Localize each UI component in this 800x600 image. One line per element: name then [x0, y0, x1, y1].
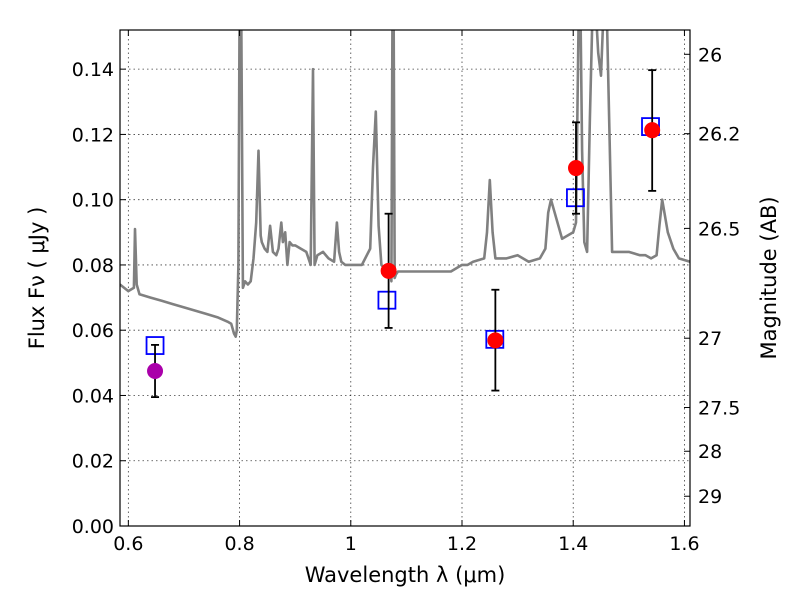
- x-tick-label: 1.4: [558, 533, 588, 555]
- x-tick-label: 0.6: [113, 533, 143, 555]
- right-tick-label: 26.5: [698, 218, 740, 240]
- y-tick-label: 0.00: [72, 516, 114, 538]
- y-tick-label: 0.06: [72, 320, 114, 342]
- right-tick-label: 28: [698, 441, 722, 463]
- observed-point: [380, 262, 397, 279]
- spectrum: [120, 30, 690, 339]
- spectrum-line: [120, 30, 690, 339]
- y-tick-label: 0.10: [72, 190, 114, 212]
- y-tick-label: 0.02: [72, 451, 114, 473]
- x-tick-label: 1.6: [669, 533, 699, 555]
- y-axis-title: Flux Fν ( μJy ): [25, 207, 49, 350]
- y-tick-label: 0.14: [72, 59, 114, 81]
- observed-point: [644, 122, 661, 139]
- right-tick-label: 26.2: [698, 124, 740, 146]
- model-square: [377, 290, 397, 310]
- right-tick-label: 26: [698, 44, 722, 66]
- right-axis-title: Magnitude (AB): [757, 196, 781, 359]
- plot-frame: [119, 29, 691, 527]
- x-tick-label: 0.8: [224, 533, 254, 555]
- y-tick-label: 0.12: [72, 124, 114, 146]
- grid: [120, 30, 690, 527]
- observed-point: [487, 332, 504, 349]
- axis-ticks: 0.6 0.8 1 1.2 1.4 1.6 0.00 0.02 0.04 0.06 0.08 0.10…: [72, 30, 740, 555]
- x-tick-label: 1: [345, 533, 357, 555]
- right-tick-label: 29: [698, 486, 722, 508]
- observed-point: [568, 160, 584, 177]
- data-points: [145, 69, 661, 399]
- right-tick-label: 27.5: [698, 398, 740, 420]
- y-tick-label: 0.04: [72, 385, 114, 407]
- observed-point: [147, 363, 164, 379]
- x-axis-title: Wavelength λ (μm): [305, 563, 506, 587]
- right-tick-label: 27: [698, 328, 722, 350]
- x-tick-label: 1.2: [447, 533, 477, 555]
- y-tick-label: 0.08: [72, 255, 114, 277]
